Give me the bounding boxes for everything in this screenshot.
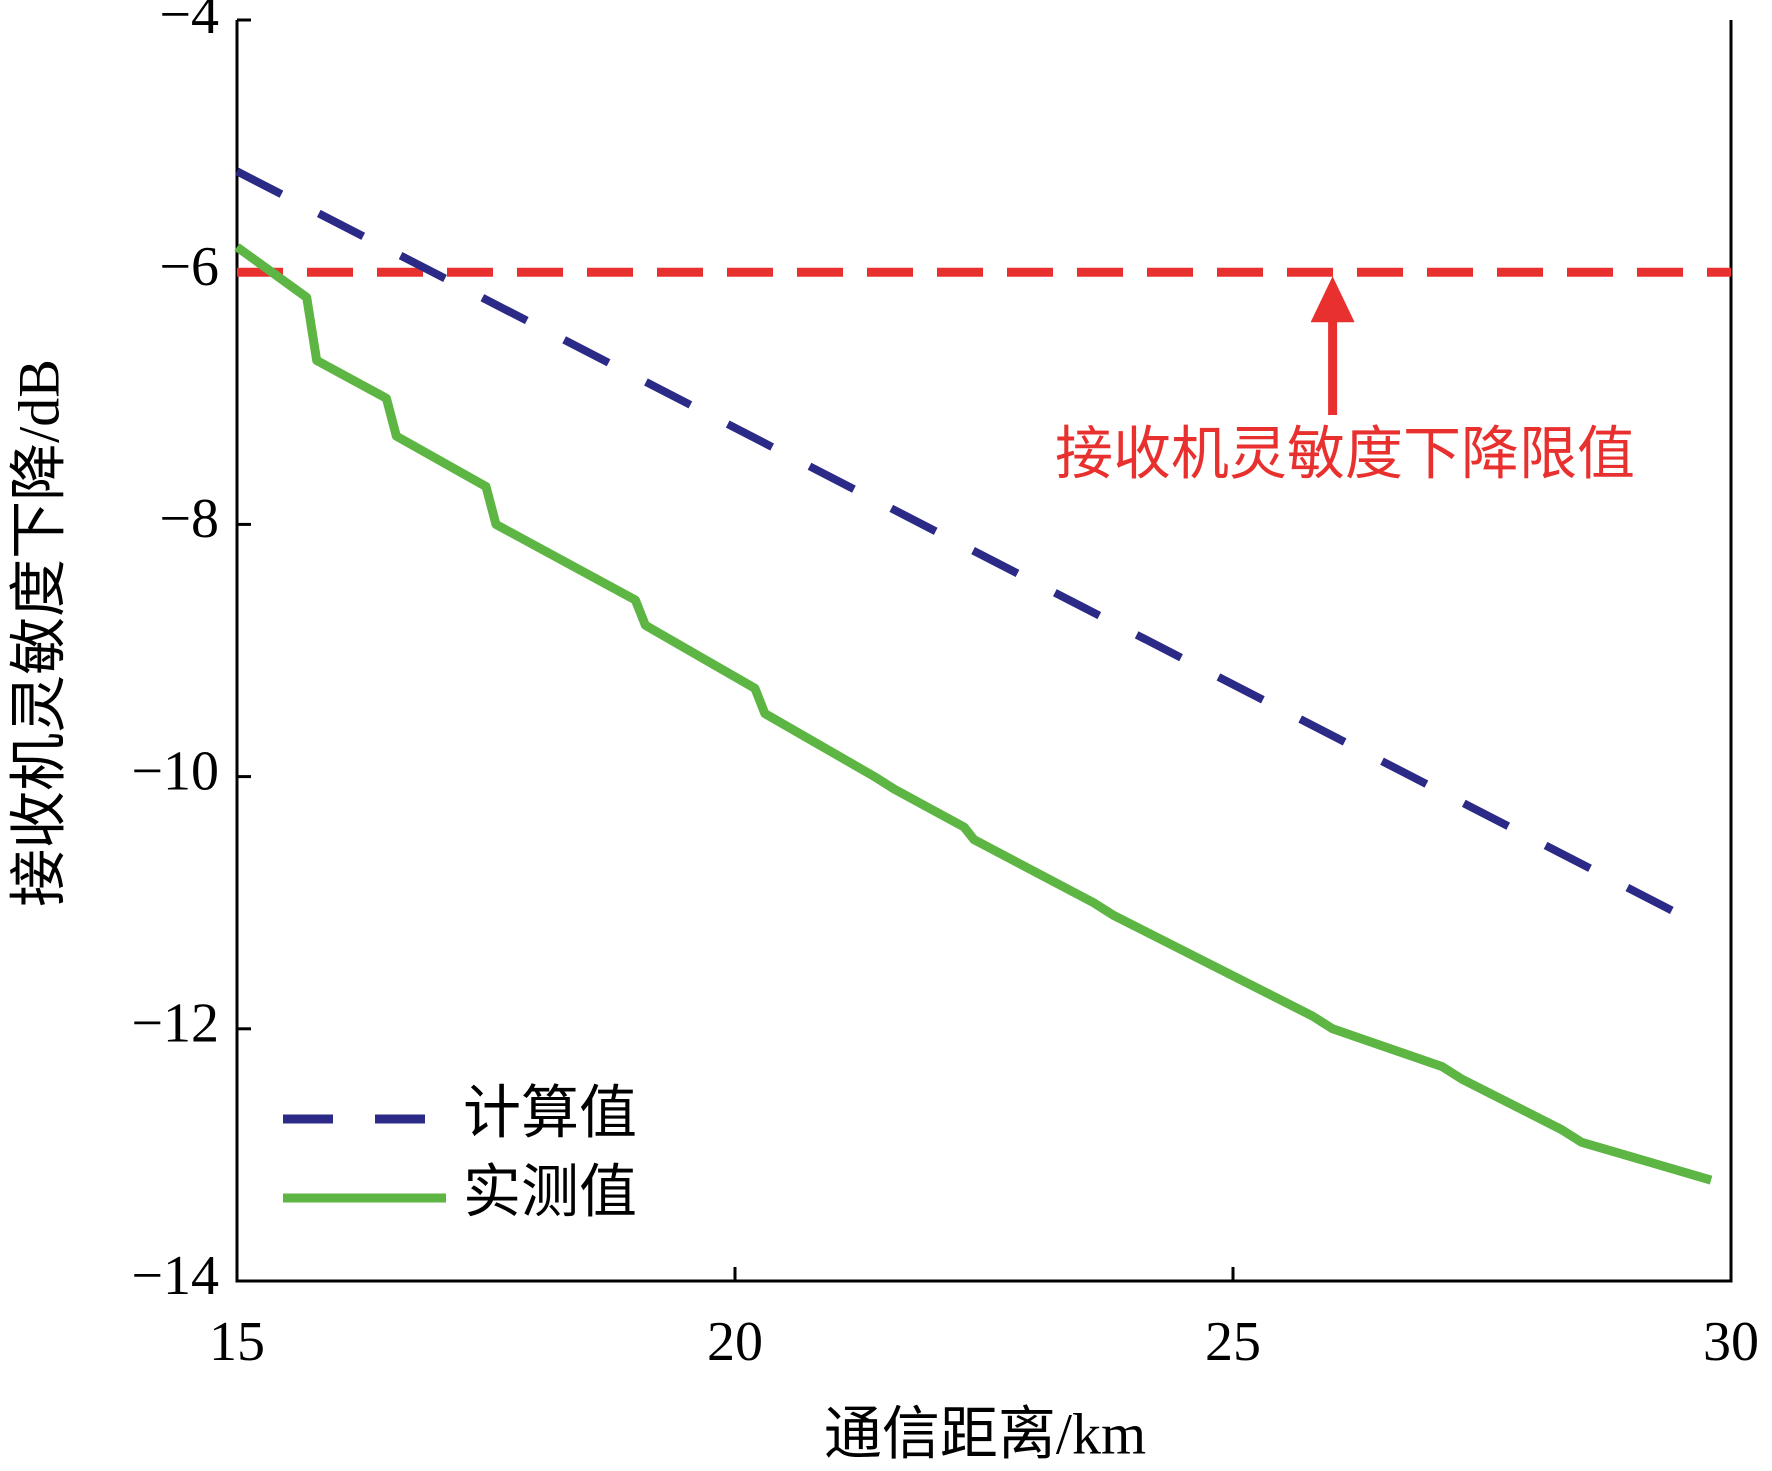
y-tick-label: −12: [131, 993, 219, 1055]
y-tick-label: −4: [159, 0, 219, 46]
y-tick-label: −14: [131, 1245, 219, 1307]
x-tick-label: 15: [209, 1311, 265, 1373]
series-line: [234, 243, 1713, 1185]
annotation: 接收机灵敏度下降限值: [1055, 421, 1635, 486]
x-tick-label: 20: [707, 1311, 763, 1373]
annotation-arrowhead: [1310, 276, 1355, 323]
y-tick-label: −8: [159, 488, 219, 550]
axes: [235, 20, 1733, 1283]
y-axis-label: 接收机灵敏度下降/dB: [6, 359, 71, 907]
y-tick-label: −10: [131, 740, 219, 802]
y-tick-label: −6: [159, 236, 219, 298]
series-line: [235, 167, 1684, 919]
x-tick-label: 25: [1205, 1311, 1261, 1373]
legend-label: 计算值: [463, 1080, 637, 1145]
x-tick-label: 30: [1703, 1311, 1759, 1373]
legend-label: 实测值: [463, 1159, 637, 1224]
x-axis-label: 通信距离/km: [824, 1401, 1146, 1466]
